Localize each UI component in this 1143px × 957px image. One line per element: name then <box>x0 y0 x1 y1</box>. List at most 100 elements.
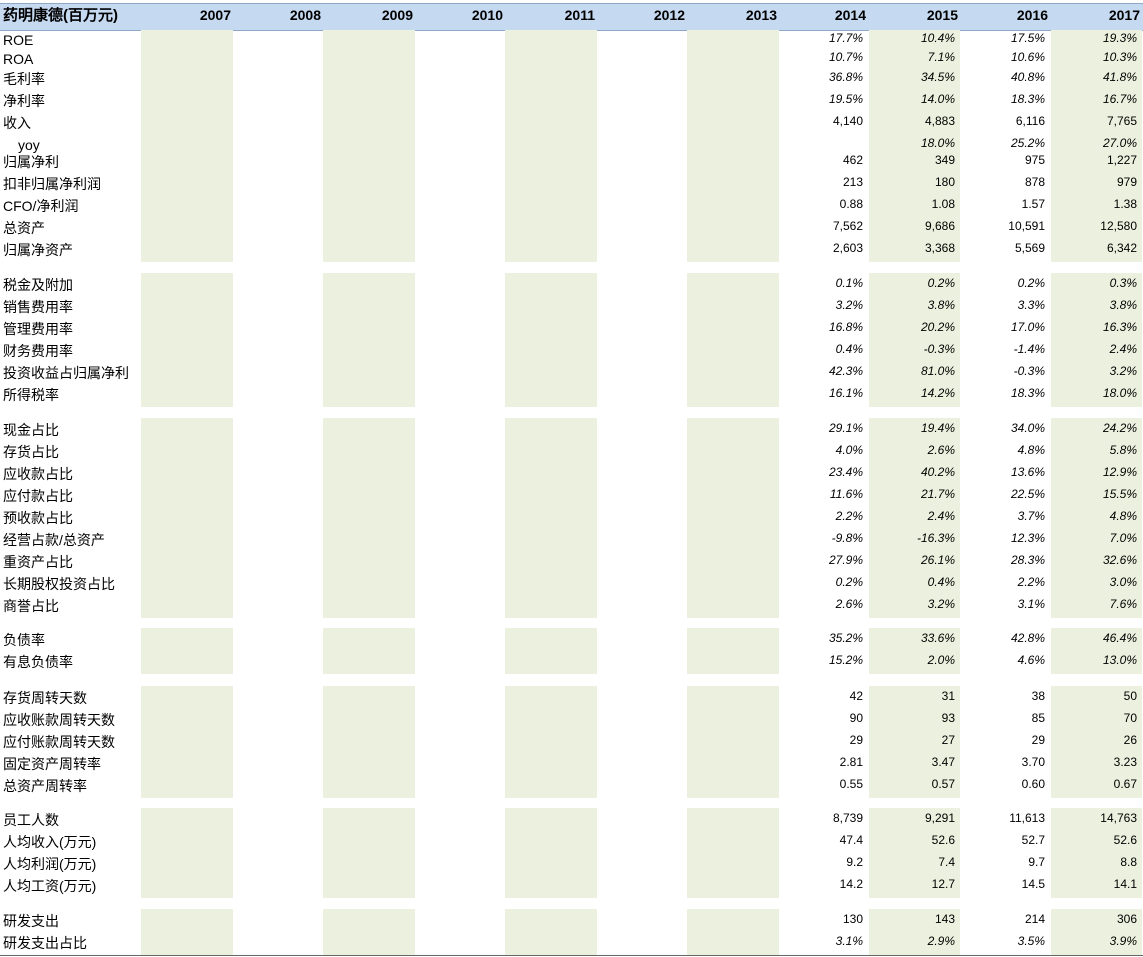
row-label: 存货占比 <box>3 444 59 460</box>
shaded-band <box>687 628 779 674</box>
cell-value: 9.2 <box>846 855 863 869</box>
cell-value: 1,227 <box>1106 153 1137 167</box>
cell-value: 12.3% <box>1010 531 1045 545</box>
cell-value: 19.5% <box>828 92 863 106</box>
cell-value: 7.0% <box>1109 531 1137 545</box>
row-label: 人均工资(万元) <box>3 878 97 894</box>
cell-value: 0.2% <box>927 276 955 290</box>
row-label: 应收账款周转天数 <box>3 712 115 728</box>
shaded-band <box>1051 909 1142 955</box>
cell-value: 6,116 <box>1015 114 1045 128</box>
cell-value: 4,883 <box>924 114 955 128</box>
cell-value: 2.2% <box>835 509 863 523</box>
cell-value: 16.1% <box>828 386 863 400</box>
cell-value: 14.0% <box>920 92 955 106</box>
shaded-band <box>869 909 960 955</box>
row-label: ROE <box>3 32 34 48</box>
cell-value: 29 <box>1031 733 1045 747</box>
row-label: 应付账款周转天数 <box>3 734 115 750</box>
cell-value: 21.7% <box>920 487 955 501</box>
shaded-band <box>687 30 779 262</box>
shaded-band <box>687 808 779 898</box>
shaded-band <box>141 909 233 955</box>
cell-value: 85 <box>1031 711 1045 725</box>
year-header-2013: 2013 <box>745 7 777 23</box>
shaded-band <box>1051 273 1142 407</box>
cell-value: 14.2% <box>920 386 955 400</box>
cell-value: 462 <box>842 153 863 167</box>
cell-value: 26.1% <box>920 553 955 567</box>
year-header-2015: 2015 <box>926 7 958 23</box>
shaded-band <box>323 686 415 798</box>
cell-value: 3.2% <box>927 597 955 611</box>
cell-value: 0.2% <box>835 575 863 589</box>
shaded-band <box>505 808 597 898</box>
cell-value: 143 <box>934 912 955 926</box>
cell-value: 0.67 <box>1113 777 1137 791</box>
cell-value: 52.6 <box>931 833 955 847</box>
row-label: 研发支出占比 <box>3 935 87 951</box>
shaded-band <box>323 418 415 618</box>
shaded-band <box>505 273 597 407</box>
cell-value: 3.9% <box>1109 934 1137 948</box>
cell-value: 17.5% <box>1010 31 1045 45</box>
cell-value: 3.7% <box>1017 509 1045 523</box>
year-header-2014: 2014 <box>834 7 866 23</box>
cell-value: 17.0% <box>1010 320 1045 334</box>
row-label: 投资收益占归属净利 <box>3 365 129 381</box>
row-label: 税金及附加 <box>3 277 73 293</box>
cell-value: 10.6% <box>1010 50 1045 64</box>
cell-value: 42 <box>849 689 863 703</box>
cell-value: 3.1% <box>1017 597 1045 611</box>
cell-value: 52.7 <box>1021 833 1045 847</box>
shaded-band <box>1051 686 1142 798</box>
cell-value: 2.6% <box>835 597 863 611</box>
cell-value: -0.3% <box>1013 364 1045 378</box>
row-label: 存货周转天数 <box>3 690 87 706</box>
cell-value: 878 <box>1024 175 1045 189</box>
cell-value: 16.8% <box>828 320 863 334</box>
cell-value: 4.8% <box>1017 443 1045 457</box>
cell-value: 3.3% <box>1017 298 1045 312</box>
cell-value: 16.3% <box>1102 320 1137 334</box>
shaded-band <box>323 273 415 407</box>
year-header-2007: 2007 <box>199 7 231 23</box>
row-label: 现金占比 <box>3 422 59 438</box>
row-label: 净利率 <box>3 93 45 109</box>
cell-value: -16.3% <box>916 531 955 545</box>
cell-value: 0.4% <box>835 342 863 356</box>
cell-value: 3.8% <box>927 298 955 312</box>
cell-value: 23.4% <box>828 465 863 479</box>
cell-value: 8,739 <box>832 811 863 825</box>
cell-value: 26 <box>1123 733 1137 747</box>
row-label: 商誉占比 <box>3 598 59 614</box>
shaded-band <box>141 628 233 674</box>
row-label: 总资产周转率 <box>3 778 87 794</box>
shaded-band <box>141 686 233 798</box>
cell-value: 40.2% <box>920 465 955 479</box>
cell-value: 9,686 <box>924 219 955 233</box>
year-header-2016: 2016 <box>1016 7 1048 23</box>
cell-value: 180 <box>934 175 955 189</box>
year-header-2010: 2010 <box>471 7 503 23</box>
cell-value: 40.8% <box>1010 70 1045 84</box>
shaded-band <box>323 30 415 262</box>
row-label: 销售费用率 <box>3 299 73 315</box>
shaded-band <box>141 30 233 262</box>
shaded-band <box>869 418 960 618</box>
cell-value: 1.38 <box>1113 197 1137 211</box>
year-header-2011: 2011 <box>564 7 595 23</box>
cell-value: 2.81 <box>839 755 863 769</box>
cell-value: 13.0% <box>1102 653 1137 667</box>
cell-value: 4,140 <box>832 114 863 128</box>
cell-value: 34.0% <box>1010 421 1045 435</box>
cell-value: 27 <box>941 733 955 747</box>
cell-value: 4.8% <box>1109 509 1137 523</box>
cell-value: 12.9% <box>1102 465 1137 479</box>
row-label: 应付款占比 <box>3 488 73 504</box>
cell-value: 2,603 <box>832 241 863 255</box>
cell-value: 24.2% <box>1102 421 1137 435</box>
cell-value: 18.0% <box>920 136 955 150</box>
shaded-band <box>1051 30 1142 262</box>
cell-value: 29 <box>849 733 863 747</box>
